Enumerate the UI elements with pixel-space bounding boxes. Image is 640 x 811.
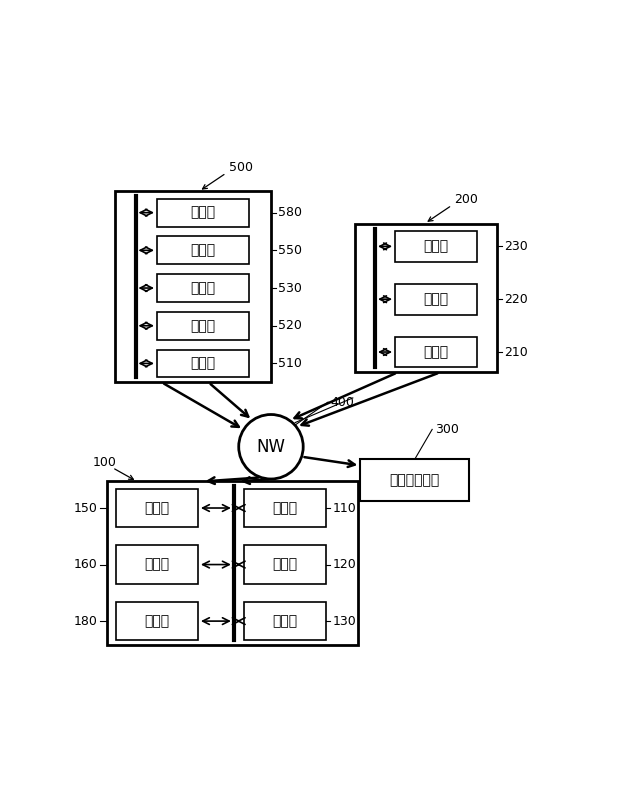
- Text: 操作部: 操作部: [145, 614, 170, 628]
- Bar: [244, 602, 326, 640]
- Bar: [115, 191, 271, 382]
- Text: 制御部: 制御部: [423, 292, 449, 307]
- Text: 通信部: 通信部: [190, 356, 215, 371]
- Text: 100: 100: [92, 456, 116, 469]
- Text: 通信部: 通信部: [272, 501, 297, 515]
- Text: 160: 160: [74, 558, 97, 571]
- Text: 印刷部: 印刷部: [145, 557, 170, 572]
- Text: サービス装置: サービス装置: [390, 474, 440, 487]
- Text: 220: 220: [504, 293, 528, 306]
- Bar: [116, 546, 198, 584]
- Bar: [360, 459, 469, 501]
- Text: NW: NW: [257, 438, 285, 456]
- Text: 記憶部: 記憶部: [272, 614, 297, 628]
- Text: 400: 400: [330, 396, 355, 409]
- Text: 210: 210: [504, 345, 528, 358]
- Bar: [395, 337, 477, 367]
- Text: 200: 200: [454, 193, 478, 206]
- Bar: [116, 489, 198, 527]
- Bar: [157, 350, 248, 377]
- Bar: [108, 482, 358, 646]
- Bar: [157, 199, 248, 226]
- Text: 制御部: 制御部: [272, 557, 297, 572]
- Text: 記憶部: 記憶部: [423, 239, 449, 253]
- Text: 230: 230: [504, 240, 528, 253]
- Bar: [244, 546, 326, 584]
- Bar: [244, 489, 326, 527]
- Bar: [395, 231, 477, 262]
- Text: 表示部: 表示部: [190, 243, 215, 257]
- Text: 130: 130: [333, 615, 356, 628]
- Text: 操作部: 操作部: [190, 206, 215, 220]
- Text: 表示部: 表示部: [145, 501, 170, 515]
- Text: 520: 520: [278, 320, 302, 333]
- Circle shape: [239, 414, 303, 479]
- Text: 120: 120: [333, 558, 356, 571]
- Bar: [157, 274, 248, 302]
- Bar: [157, 237, 248, 264]
- Text: 通信部: 通信部: [423, 345, 449, 359]
- Text: 記憶部: 記憶部: [190, 281, 215, 295]
- Text: 150: 150: [74, 501, 97, 514]
- Bar: [116, 602, 198, 640]
- Text: 180: 180: [74, 615, 97, 628]
- Bar: [355, 224, 497, 372]
- Text: 500: 500: [229, 161, 253, 174]
- Text: 制御部: 制御部: [190, 319, 215, 333]
- Text: 550: 550: [278, 244, 302, 257]
- Text: 510: 510: [278, 357, 302, 370]
- Text: 530: 530: [278, 281, 302, 294]
- Text: 300: 300: [435, 423, 458, 436]
- Bar: [157, 312, 248, 340]
- Text: 110: 110: [333, 501, 356, 514]
- Text: 580: 580: [278, 206, 302, 219]
- Bar: [395, 284, 477, 315]
